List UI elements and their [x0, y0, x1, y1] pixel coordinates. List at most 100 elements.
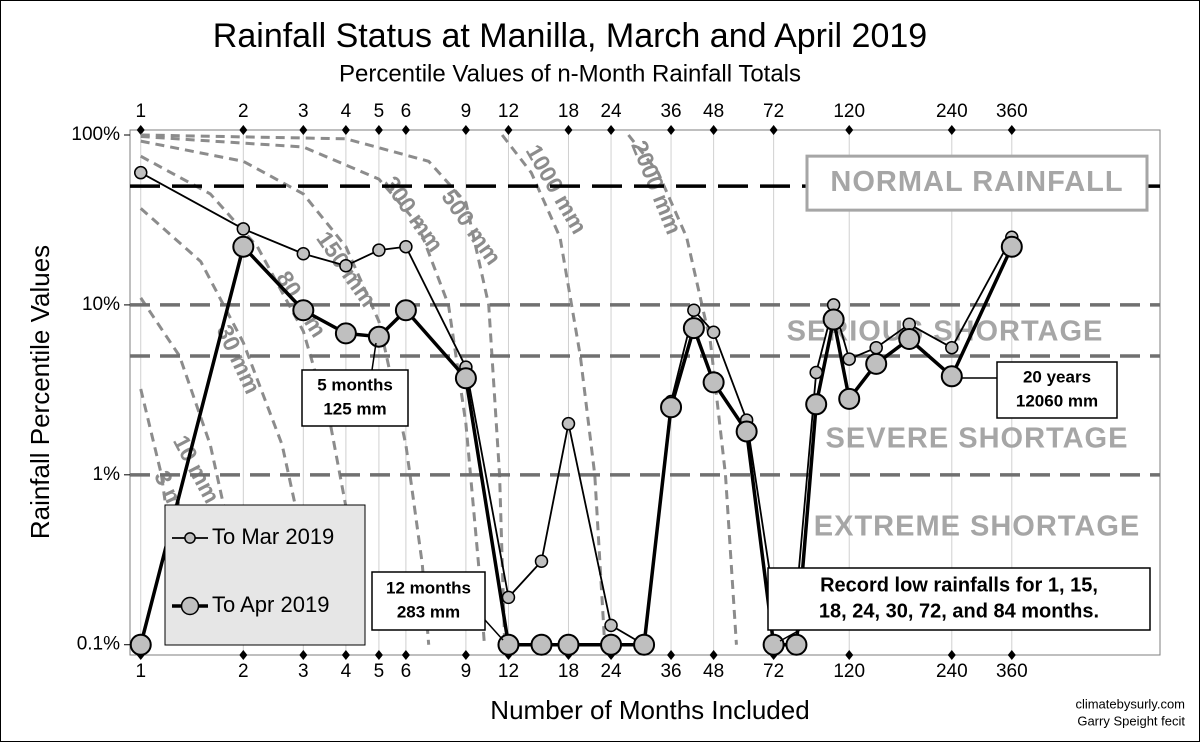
callout-arrow [484, 619, 504, 641]
data-point [232, 235, 255, 258]
data-point [394, 299, 417, 322]
data-point [399, 239, 413, 254]
callout-text: 18, 24, 30, 72, and 84 months. [819, 600, 1099, 622]
x-tick-mark [374, 125, 383, 135]
data-point [534, 554, 549, 568]
data-point [660, 396, 683, 419]
callout-text: 283 mm [397, 602, 460, 621]
callout-box [767, 567, 1151, 631]
data-point [687, 303, 701, 318]
legend-label: To Apr 2019 [212, 592, 329, 617]
zone-label-box [805, 154, 1149, 212]
x-tick-label-top: 5 [374, 101, 385, 122]
x-tick-label: 4 [341, 661, 352, 682]
data-point [842, 352, 856, 366]
x-tick-label-top: 18 [558, 101, 579, 122]
x-tick-mark [845, 650, 854, 660]
x-tick-label: 120 [833, 661, 865, 682]
data-point [561, 416, 576, 431]
data-point [762, 633, 785, 656]
rainfall-curve [140, 134, 486, 645]
x-tick-label-top: 1 [135, 101, 146, 122]
callout-text: 20 years [1023, 367, 1091, 386]
data-point [339, 258, 353, 273]
x-tick-mark [299, 125, 308, 135]
data-point [785, 633, 808, 656]
data-point [702, 371, 725, 394]
callout-text: 5 months [317, 375, 393, 394]
x-tick-mark [401, 650, 410, 660]
legend-label: To Mar 2019 [212, 524, 334, 549]
x-tick-label-top: 72 [763, 101, 784, 122]
x-tick-label: 5 [374, 661, 385, 682]
x-axis-title: Number of Months Included [490, 695, 809, 725]
y-axis-title: Rainfall Percentile Values [25, 245, 55, 539]
callout-text: 125 mm [323, 399, 386, 418]
data-point [501, 590, 516, 605]
x-tick-label: 2 [238, 661, 249, 682]
x-tick-label: 1 [135, 661, 146, 682]
data-point [822, 308, 845, 331]
x-tick-mark [667, 125, 676, 135]
x-tick-label: 9 [461, 661, 472, 682]
data-point [809, 365, 823, 380]
x-tick-label: 24 [600, 661, 622, 682]
x-tick-label-top: 48 [703, 101, 724, 122]
y-tick-label: 0.1% [77, 634, 120, 655]
x-tick-label: 240 [936, 661, 968, 682]
x-tick-mark [401, 125, 410, 135]
y-tick-label: 100% [71, 124, 120, 145]
data-point [497, 633, 520, 656]
data-point [129, 633, 152, 656]
x-tick-label-top: 3 [298, 101, 309, 122]
x-tick-mark [709, 650, 718, 660]
callout-arrow [371, 342, 377, 371]
x-tick-mark [341, 650, 350, 660]
x-tick-label-top: 36 [660, 101, 681, 122]
x-tick-mark [136, 125, 145, 135]
legend-marker [180, 596, 200, 616]
callout-arrow [779, 629, 801, 642]
x-tick-mark [709, 125, 718, 135]
credit: Garry Speight fecit [1077, 713, 1185, 728]
data-point [945, 340, 959, 355]
data-point [682, 317, 705, 340]
data-point [557, 633, 580, 656]
x-tick-label-top: 120 [833, 101, 865, 122]
data-point [454, 367, 477, 390]
x-tick-label-top: 6 [401, 101, 412, 122]
rainfall-curve [139, 297, 245, 645]
x-tick-mark [239, 650, 248, 660]
callout-text: 12060 mm [1016, 391, 1098, 410]
x-tick-mark [461, 650, 470, 660]
x-tick-label-top: 2 [238, 101, 249, 122]
x-tick-label-top: 360 [996, 101, 1028, 122]
callout-box [371, 571, 486, 631]
callout-text: Record low rainfalls for 1, 15, [820, 574, 1098, 596]
callout-box [301, 369, 409, 427]
x-tick-mark [1007, 650, 1016, 660]
data-point [869, 340, 883, 355]
x-tick-label: 48 [703, 661, 724, 682]
y-tick-label: 10% [82, 294, 120, 315]
y-tick-label: 1% [93, 464, 121, 485]
x-tick-mark [845, 125, 854, 135]
x-tick-mark [667, 650, 676, 660]
callout-text: 12 months [386, 578, 471, 597]
legend-box [164, 504, 366, 646]
data-point [367, 325, 390, 348]
legend-marker [184, 532, 196, 544]
data-point [372, 243, 386, 257]
x-tick-mark [564, 125, 573, 135]
data-point [1000, 235, 1023, 258]
data-point [292, 299, 315, 322]
data-point [600, 633, 623, 656]
data-point [898, 327, 921, 350]
x-tick-mark [947, 125, 956, 135]
x-tick-mark [504, 125, 513, 135]
x-tick-label: 18 [558, 661, 579, 682]
chart-title: Rainfall Status at Manilla, March and Ap… [213, 17, 927, 55]
x-tick-label: 6 [401, 661, 412, 682]
x-tick-mark [341, 125, 350, 135]
